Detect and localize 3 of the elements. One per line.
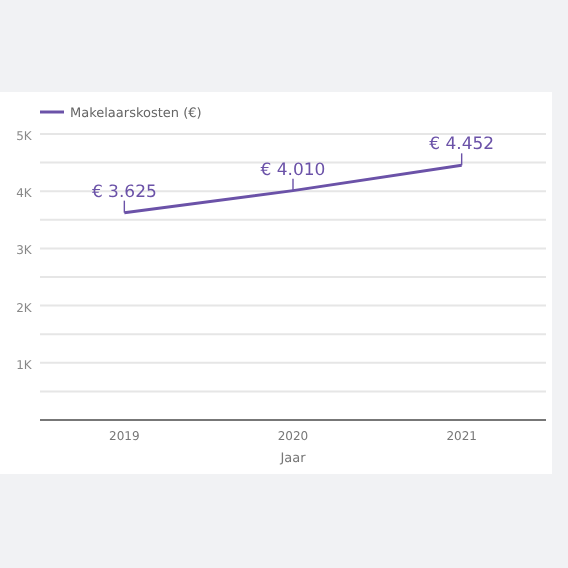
data-label: € 4.452 <box>429 135 495 156</box>
data-label: € 4.010 <box>260 160 326 181</box>
data-label: € 3.625 <box>91 182 157 203</box>
